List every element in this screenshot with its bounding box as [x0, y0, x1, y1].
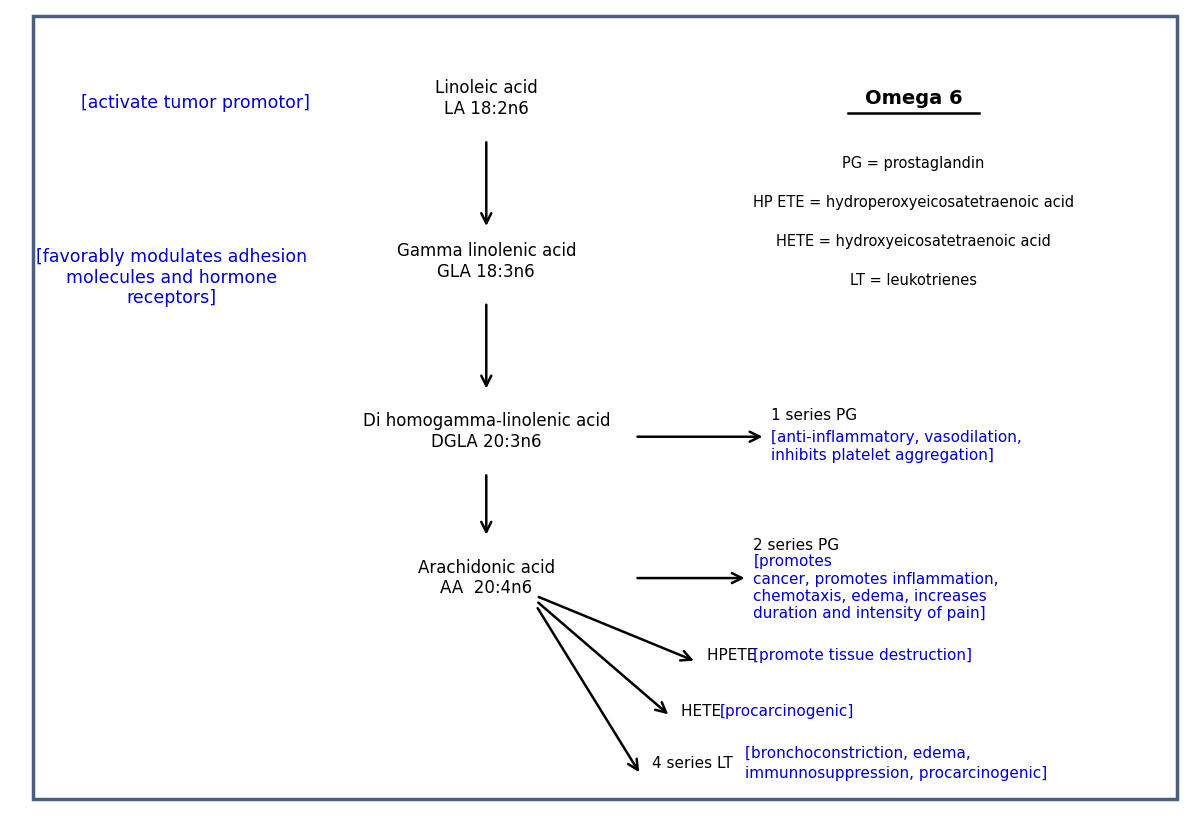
- Text: [anti-inflammatory, vasodilation,
inhibits platelet aggregation]: [anti-inflammatory, vasodilation, inhibi…: [772, 430, 1022, 463]
- Text: Di homogamma-linolenic acid
DGLA 20:3n6: Di homogamma-linolenic acid DGLA 20:3n6: [362, 412, 610, 452]
- Text: [procarcinogenic]: [procarcinogenic]: [720, 704, 854, 719]
- Text: HP ETE = hydroperoxyeicosatetraenoic acid: HP ETE = hydroperoxyeicosatetraenoic aci…: [754, 196, 1074, 210]
- Text: Gamma linolenic acid
GLA 18:3n6: Gamma linolenic acid GLA 18:3n6: [396, 242, 576, 280]
- Text: 1 series PG: 1 series PG: [772, 408, 863, 423]
- Text: Arachidonic acid
AA  20:4n6: Arachidonic acid AA 20:4n6: [418, 558, 554, 597]
- Text: 4 series LT: 4 series LT: [653, 756, 738, 771]
- Text: Omega 6: Omega 6: [865, 90, 962, 108]
- Text: [promote tissue destruction]: [promote tissue destruction]: [754, 648, 972, 663]
- Text: Linoleic acid
LA 18:2n6: Linoleic acid LA 18:2n6: [434, 79, 538, 118]
- Text: HPETE: HPETE: [707, 648, 761, 663]
- Text: 2 series PG: 2 series PG: [754, 538, 845, 553]
- Text: [bronchoconstriction, edema,
immunnosuppression, procarcinogenic]: [bronchoconstriction, edema, immunnosupp…: [745, 746, 1048, 781]
- Text: PG = prostaglandin: PG = prostaglandin: [842, 156, 985, 171]
- Text: [activate tumor promotor]: [activate tumor promotor]: [80, 94, 310, 112]
- Text: HETE: HETE: [680, 704, 726, 719]
- Text: LT = leukotrienes: LT = leukotrienes: [850, 273, 977, 289]
- Text: [promotes
cancer, promotes inflammation,
chemotaxis, edema, increases
duration a: [promotes cancer, promotes inflammation,…: [754, 554, 998, 621]
- FancyBboxPatch shape: [32, 16, 1177, 799]
- Text: [favorably modulates adhesion
molecules and hormone
receptors]: [favorably modulates adhesion molecules …: [36, 248, 307, 307]
- Text: HETE = hydroxyeicosatetraenoic acid: HETE = hydroxyeicosatetraenoic acid: [776, 234, 1051, 249]
